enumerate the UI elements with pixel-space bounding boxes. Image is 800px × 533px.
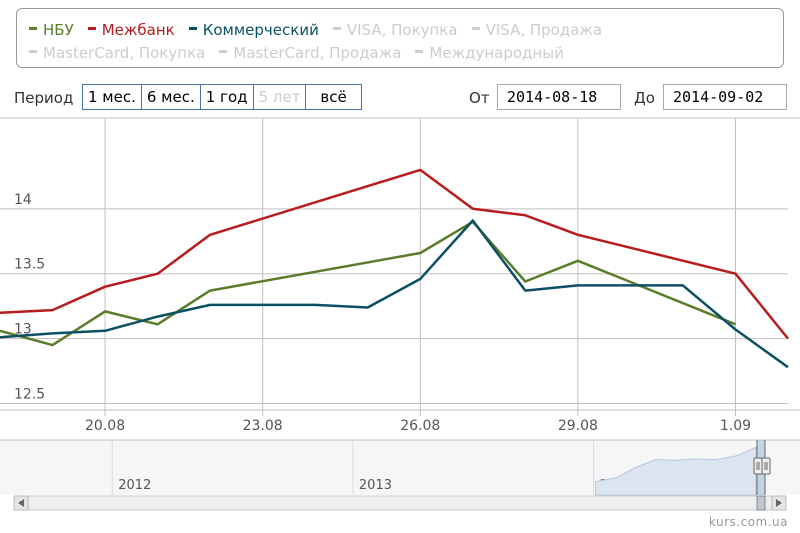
legend-item-label: VISA, Покупка [346,21,458,39]
to-date-input[interactable]: 2014-09-02 [663,84,787,110]
scrollbar-left-button[interactable] [13,495,29,511]
navigator-year-label: 2013 [359,478,392,493]
y-tick-label: 12.5 [14,387,45,403]
period-button-1[interactable]: 6 мес. [142,85,201,109]
legend-item-label: Международный [429,44,564,62]
range-selector: Период 1 мес. 6 мес. 1 год 5 лет всё От 2014… [0,84,800,112]
series-line-2 [0,219,789,369]
legend-marker-icon [219,50,228,53]
legend-item-label: Коммерческий [202,21,319,39]
series-line-1 [0,220,736,347]
legend-marker-icon [87,27,96,30]
navigator-year-label: 2012 [118,478,151,493]
scrollbar-right-button[interactable] [771,495,787,511]
legend-item-6[interactable]: MasterCard, Продажа [219,42,401,65]
scrollbar-track[interactable] [13,495,787,511]
period-button-0[interactable]: 1 мес. [83,85,142,109]
navigator-mini-area [595,446,757,496]
scrollbar-thumb[interactable] [756,495,766,511]
legend-marker-icon [471,27,480,30]
from-date-input[interactable]: 2014-08-18 [497,84,621,110]
x-tick-label: 29.08 [558,418,598,434]
legend-item-label: НБУ [43,21,74,39]
period-button-3: 5 лет [254,85,307,109]
x-tick-label: 23.08 [243,418,283,434]
navigator-handle-0[interactable] [753,457,763,475]
legend-item-4[interactable]: VISA, Продажа [471,19,603,42]
y-tick-label: 14 [14,192,32,208]
navigator-selection [757,440,765,495]
from-label: От [469,89,490,107]
x-tick-label: 20.08 [85,418,125,434]
period-label: Период [14,89,74,107]
legend-marker-icon [188,27,197,30]
y-tick-label: 13 [14,322,32,338]
legend-item-5[interactable]: MasterCard, Покупка [29,42,205,65]
x-tick-label: 26.08 [400,418,440,434]
navigator-handle-1[interactable] [761,457,771,475]
credit-text: kurs.com.ua [708,515,788,529]
navigator-year-label: 2014 [600,478,633,493]
legend-marker-icon [415,50,424,53]
y-tick-label: 13.5 [14,257,45,273]
navigator-background [0,440,800,495]
period-buttons: 1 мес. 6 мес. 1 год 5 лет всё [82,84,362,110]
arrow-right-icon [776,499,782,507]
legend-item-label: Межбанк [101,21,175,39]
legend-marker-icon [29,50,37,53]
x-tick-label: 1.09 [720,418,751,434]
legend-item-3[interactable]: VISA, Покупка [332,19,458,42]
legend-item-label: MasterCard, Покупка [43,44,206,62]
series-line-0 [0,168,789,340]
legend-marker-icon [332,27,341,30]
legend-item-7[interactable]: Международный [415,42,564,65]
arrow-left-icon [18,499,24,507]
period-button-4[interactable]: всё [320,88,347,106]
legend-marker-icon [29,27,37,30]
to-label: До [634,89,655,107]
period-button-2[interactable]: 1 год [201,85,254,109]
legend-item-label: MasterCard, Продажа [233,44,402,62]
legend: НБУ Межбанк Коммерческий VISA, Покупка VISA,… [16,8,784,68]
legend-item-label: VISA, Продажа [485,21,603,39]
legend-item-0[interactable]: НБУ [29,19,74,42]
legend-item-1[interactable]: Межбанк [87,19,175,42]
legend-item-2[interactable]: Коммерческий [188,19,319,42]
